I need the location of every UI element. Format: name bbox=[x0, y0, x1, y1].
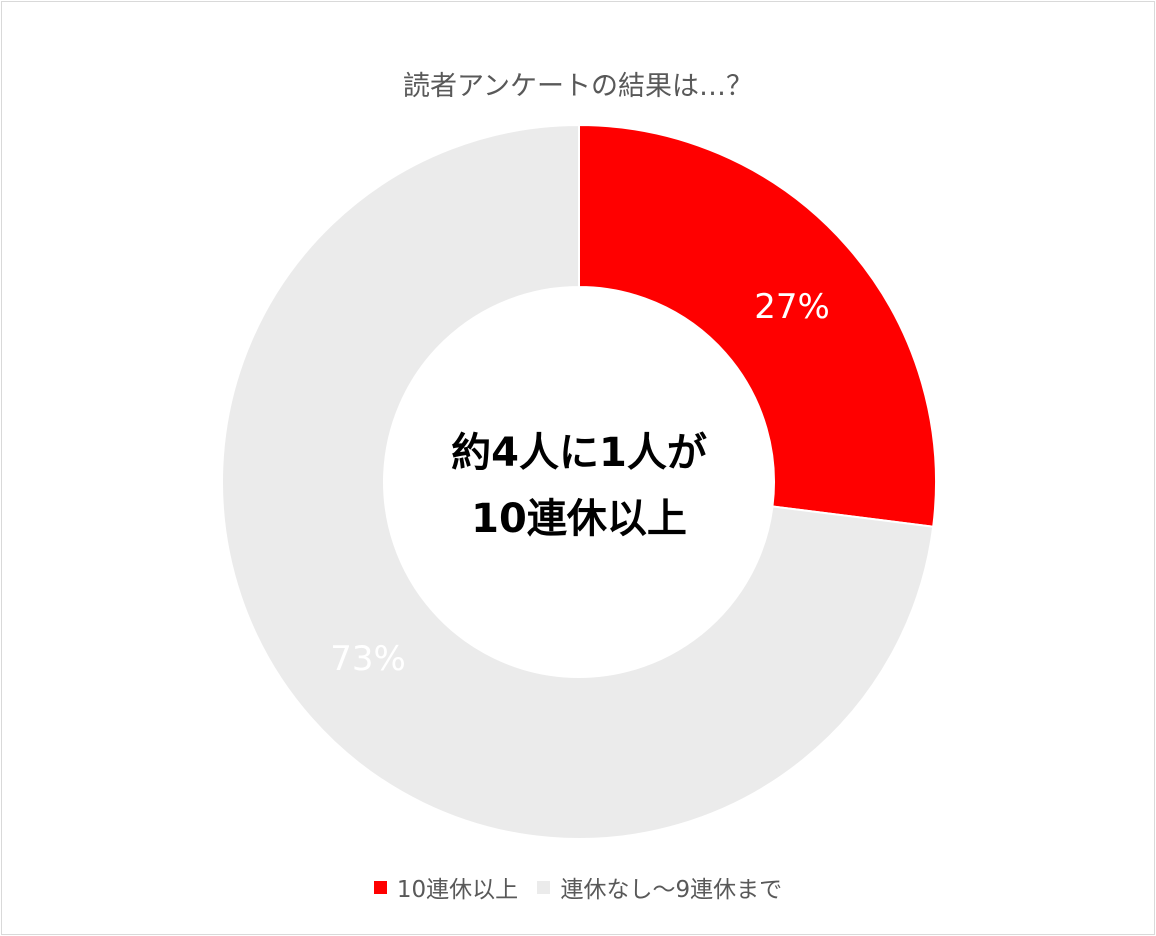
center-text-line-1: 約4人に1人が bbox=[451, 430, 707, 476]
data-label-0: 27% bbox=[754, 287, 830, 327]
chart-title: 読者アンケートの結果は…？ bbox=[403, 71, 753, 102]
legend-label: 10連休以上 bbox=[396, 877, 519, 903]
legend-item-up-to-9-days: 連休なし～9連休まで bbox=[537, 870, 782, 904]
legend-swatch bbox=[537, 880, 551, 894]
legend-label: 連休なし～9連休まで bbox=[560, 877, 783, 903]
center-text: 約4人に1人が 10連休以上 bbox=[379, 420, 779, 552]
data-label-1: 73% bbox=[330, 639, 406, 679]
legend-swatch bbox=[373, 880, 387, 894]
legend-item-10-days-plus: 10連休以上 bbox=[373, 870, 519, 904]
legend: 10連休以上 連休なし～9連休まで bbox=[0, 870, 1156, 904]
donut-slice-1 bbox=[221, 123, 935, 840]
donut-slice-0 bbox=[578, 123, 937, 528]
center-text-line-2: 10連休以上 bbox=[471, 496, 687, 542]
